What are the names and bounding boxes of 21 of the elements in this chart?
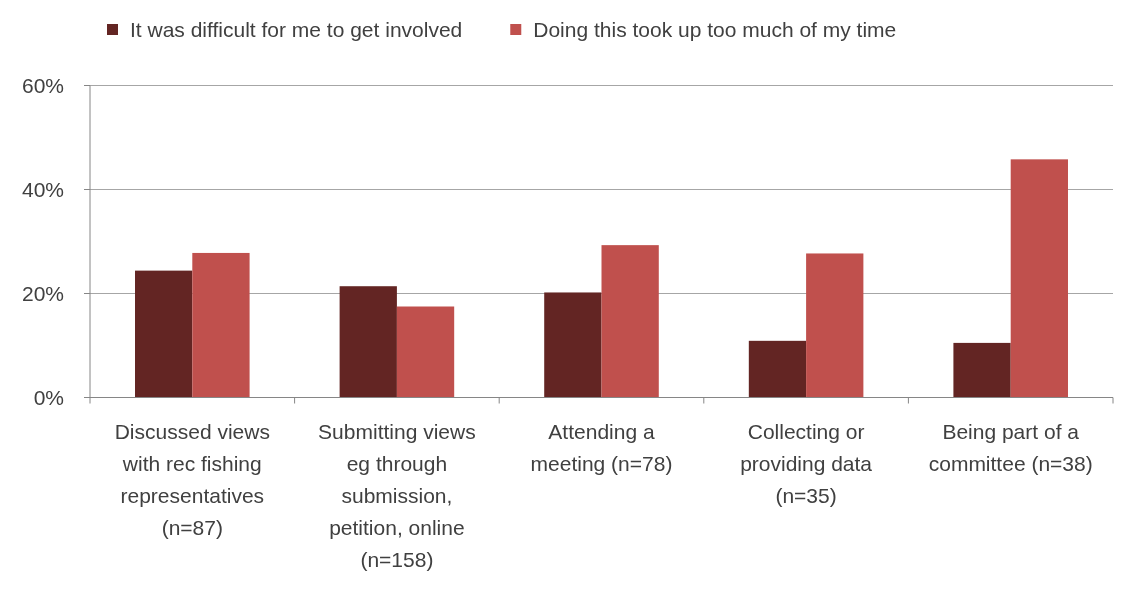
bar bbox=[396, 306, 455, 398]
bar bbox=[339, 286, 397, 398]
bar bbox=[806, 253, 864, 398]
y-tick-label: 20% bbox=[21, 281, 64, 305]
y-tick-label: 40% bbox=[21, 177, 64, 201]
x-tick-label: Being part of a committee (n=38) bbox=[928, 420, 1093, 475]
x-tick-label: Submitting views eg through submission, petition, online (n=158) bbox=[318, 420, 476, 571]
bar bbox=[953, 342, 1011, 398]
y-tick-label: 60% bbox=[21, 73, 64, 97]
bar bbox=[135, 270, 193, 398]
legend-label: Doing this took up too much of my time bbox=[533, 18, 897, 42]
y-tick-label: 0% bbox=[33, 385, 64, 409]
bar bbox=[748, 340, 807, 398]
bar bbox=[601, 245, 659, 398]
legend-label: It was difficult for me to get involved bbox=[130, 18, 463, 42]
bar bbox=[1010, 159, 1068, 398]
x-tick-label: Attending a meeting (n=78) bbox=[530, 420, 673, 475]
x-tick-label: Collecting or providing data (n=35) bbox=[740, 420, 873, 507]
bar bbox=[192, 252, 250, 398]
bar bbox=[544, 292, 602, 398]
x-tick-label: Discussed views with rec fishing representatives (n=87) bbox=[114, 420, 270, 539]
